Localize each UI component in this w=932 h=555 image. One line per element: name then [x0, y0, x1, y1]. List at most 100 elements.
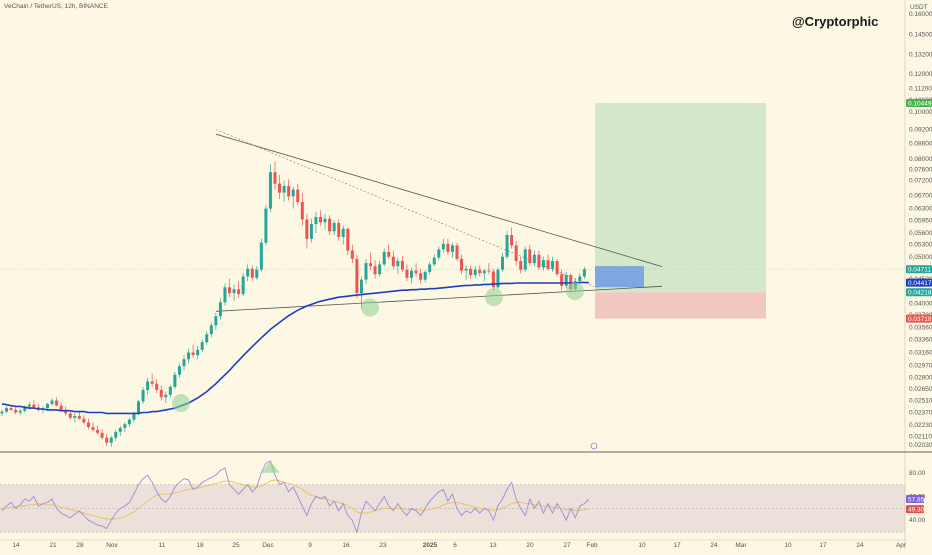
price-tick-label: 0.16000: [909, 11, 932, 18]
candle-body: [341, 228, 345, 237]
candle-body: [105, 437, 109, 443]
candle-body: [519, 260, 523, 270]
candle-body: [446, 243, 450, 252]
candle-body: [200, 342, 204, 350]
price-label-text: 0.10449: [908, 100, 932, 107]
candle-body: [482, 270, 486, 274]
candle-body: [123, 424, 127, 429]
candle-body: [382, 251, 386, 265]
candle-body: [541, 260, 545, 268]
candle-body: [127, 419, 131, 425]
time-tick-label: 9: [308, 542, 312, 549]
candle-body: [578, 276, 582, 282]
price-tick-label: 0.02970: [909, 362, 932, 369]
time-tick-label: Nov: [106, 542, 118, 549]
candle-body: [478, 269, 482, 274]
candle-body: [182, 359, 186, 367]
price-tick-label: 0.02230: [909, 422, 932, 429]
time-tick-label: 27: [563, 542, 571, 549]
candle-body: [141, 389, 145, 402]
entry-zone: [595, 266, 644, 288]
candle-body: [564, 275, 568, 286]
candle-body: [332, 222, 336, 232]
time-tick-label: 11: [159, 542, 166, 549]
candle-body: [346, 228, 350, 251]
candle-body: [350, 250, 354, 259]
price-label-tag: [906, 265, 932, 274]
candle-body: [246, 268, 250, 277]
candle-body: [291, 189, 295, 197]
time-tick-label: 10: [784, 542, 792, 549]
price-label-text: 0.04711: [908, 267, 931, 274]
candle-body: [405, 269, 409, 278]
candle-body: [259, 242, 263, 270]
candle-body: [337, 222, 341, 237]
time-tick-label: 2025: [423, 542, 438, 549]
candle-body: [86, 422, 90, 428]
rsi-line: [1, 460, 590, 534]
candle-body: [255, 269, 259, 278]
price-tick-label: 0.08000: [909, 156, 932, 163]
candle-body: [273, 172, 277, 184]
price-tick-label: 0.02800: [909, 375, 932, 382]
time-tick-label: 24: [856, 542, 864, 549]
candle-body: [146, 381, 150, 390]
time-tick-label: 17: [819, 542, 827, 549]
candle-body: [14, 409, 18, 413]
position-zones: [595, 103, 766, 319]
time-tick-label: Mar: [735, 542, 747, 549]
candle-body: [32, 404, 36, 408]
candle-body: [300, 202, 304, 220]
candle-body: [82, 418, 86, 423]
rsi-ma-line: [2, 479, 589, 520]
candle-body: [155, 383, 159, 390]
candle-body: [387, 251, 391, 257]
price-tick-label: 0.08600: [909, 141, 932, 148]
candle-body: [209, 325, 213, 335]
candle-body: [491, 271, 495, 288]
candle-body: [150, 381, 154, 384]
time-tick-label: 6: [453, 542, 457, 549]
price-tick-label: 0.06700: [909, 193, 932, 200]
candle-body: [250, 268, 254, 278]
candle-body: [159, 389, 163, 398]
price-label-tag: [906, 99, 932, 108]
price-tick-label: 0.02510: [909, 398, 932, 405]
candle-body: [410, 270, 413, 278]
candle-body: [396, 260, 400, 267]
candle-body: [214, 316, 218, 326]
candle-body: [305, 219, 309, 239]
price-tick-label: 0.03160: [909, 349, 932, 356]
candle-body: [137, 401, 140, 414]
candle-body: [414, 270, 418, 274]
candle-body: [46, 403, 49, 409]
time-tick-label: 28: [76, 542, 84, 549]
candle-body: [373, 266, 377, 275]
candle-body: [59, 405, 63, 410]
candle-body: [496, 269, 500, 288]
candle-body: [9, 408, 13, 410]
support-touch-4: [566, 282, 584, 301]
currency-label[interactable]: USDT: [910, 4, 928, 11]
candle-body: [532, 254, 536, 264]
support-touch-2: [361, 298, 379, 317]
rsi-readout-text: 57.85: [908, 496, 925, 503]
price-label-text: 0.04417: [908, 280, 932, 287]
candle-body: [309, 224, 313, 239]
price-tick-label: 0.13200: [909, 51, 932, 58]
candle-body: [228, 287, 231, 294]
candle-body: [64, 409, 68, 414]
candle-body: [296, 189, 300, 203]
price-label-tag: [906, 288, 932, 297]
support-highlights: [172, 282, 584, 413]
time-tick-label: 10: [638, 542, 646, 549]
candle-body: [546, 260, 550, 269]
candle-body: [551, 260, 555, 269]
candle-body: [560, 274, 564, 286]
price-tick-label: 0.02110: [909, 434, 932, 441]
stop-zone: [595, 292, 766, 319]
time-tick-label: 24: [710, 542, 718, 549]
candle-body: [359, 279, 363, 294]
